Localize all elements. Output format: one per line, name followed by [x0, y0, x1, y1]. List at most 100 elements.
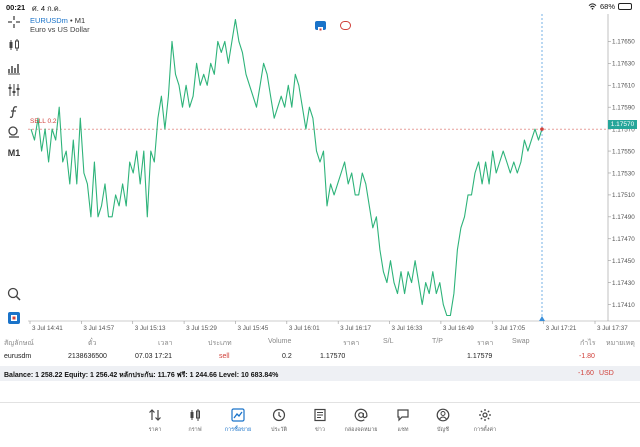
y-tick-label: 1.17470	[612, 236, 635, 243]
separator: •	[70, 16, 73, 25]
col-volume: Volume	[268, 338, 292, 345]
tab-mailbox[interactable]: กล่องจดหมาย	[341, 408, 381, 438]
x-tick-label: 3 Jul 15:45	[237, 325, 268, 332]
news-icon	[314, 408, 326, 422]
y-tick-label: 1.17510	[612, 192, 635, 199]
balance-summary: Balance: 1 258.22 Equity: 1 256.42 หลักป…	[4, 372, 279, 379]
table-header: สัญลักษณ์ ตั๋ว เวลา ประเภท Volume ราคา S…	[0, 336, 640, 348]
x-tick-label: 3 Jul 16:17	[340, 325, 371, 332]
x-tick-label: 3 Jul 17:37	[597, 325, 628, 332]
timeframe-label: M1	[7, 148, 21, 158]
zoom-icon[interactable]	[5, 286, 23, 302]
tab-account[interactable]: บัญชี	[423, 408, 463, 438]
status-bar: 00:21 ศ. 4 ก.ค. 68%	[0, 0, 640, 14]
wifi-icon	[588, 3, 597, 10]
position-time: 07.03 17:21	[135, 353, 172, 360]
x-tick-label: 3 Jul 16:33	[392, 325, 423, 332]
x-tick-label: 3 Jul 14:57	[83, 325, 114, 332]
chart-canvas[interactable]: 1.176501.176301.176101.175901.175701.175…	[28, 14, 640, 336]
position-volume: 0.2	[282, 353, 292, 360]
col-symbol: สัญลักษณ์	[4, 340, 34, 347]
candles-icon[interactable]	[5, 37, 23, 53]
battery-percent: 68%	[599, 2, 615, 11]
objects-icon[interactable]	[5, 124, 23, 140]
position-symbol: eurusdm	[4, 353, 32, 360]
history-icon	[272, 408, 286, 422]
y-tick-label: 1.17650	[612, 39, 635, 46]
trade-icon	[231, 408, 245, 422]
symbol-header: EURUSDm • M1	[30, 16, 85, 25]
sell-order-label: SELL 0.2	[30, 118, 57, 125]
table-row[interactable]: eurusdm 2138636500 07.03 17:21 sell 0.2 …	[0, 351, 640, 363]
tab-trade[interactable]: การซื้อขาย	[218, 408, 258, 438]
col-time: เวลา	[158, 340, 173, 347]
position-current-price: 1.17579	[467, 353, 493, 360]
position-type: sell	[219, 353, 230, 360]
position-ticket: 2138636500	[68, 353, 107, 360]
tab-label: แชท	[397, 427, 409, 433]
chat-icon	[397, 409, 409, 422]
y-tick-label: 1.17530	[612, 170, 635, 177]
x-tick-label: 3 Jul 15:29	[186, 325, 217, 332]
col-sl: S/L	[383, 338, 394, 345]
y-tick-label: 1.17430	[612, 280, 635, 287]
tab-label: กราฟ	[188, 427, 202, 433]
one-click-sell-button[interactable]	[340, 21, 351, 30]
balance-bar: Balance: 1 258.22 Equity: 1 256.42 หลักป…	[0, 366, 640, 381]
col-comment: หมายเหตุ	[606, 340, 635, 347]
status-time: 00:21	[6, 3, 26, 12]
tab-label: การซื้อขาย	[224, 427, 252, 433]
settings-sliders-icon[interactable]	[5, 82, 23, 98]
status-indicators: 68%	[588, 2, 632, 11]
y-tick-label: 1.17630	[612, 61, 635, 68]
total-profit: -1.60	[578, 370, 594, 377]
position-profit: -1.80	[579, 353, 595, 360]
tab-label: ข่าว	[315, 427, 325, 433]
tab-quotes[interactable]: ราคา	[135, 408, 175, 438]
tab-label: การตั้งค่า	[473, 427, 497, 433]
chart-icon	[190, 409, 200, 421]
status-date: ศ. 4 ก.ค.	[32, 4, 61, 13]
tab-label: บัญชี	[437, 427, 449, 433]
timeframe-button[interactable]: M1	[5, 145, 23, 161]
position-open-price: 1.17570	[320, 353, 346, 360]
price-line	[30, 18, 543, 317]
x-tick-label: 3 Jul 14:41	[32, 325, 63, 332]
tab-settings[interactable]: การตั้งค่า	[465, 408, 505, 438]
col-tp: T/P	[432, 338, 443, 345]
time-marker-arrow	[539, 316, 545, 321]
y-tick-label: 1.17410	[612, 302, 635, 309]
tab-label: ประวัติ	[270, 427, 288, 433]
tab-chat[interactable]: แชท	[383, 408, 423, 438]
settings-icon	[479, 409, 491, 421]
tab-label: กล่องจดหมาย	[344, 427, 378, 433]
x-tick-label: 3 Jul 16:49	[443, 325, 474, 332]
crosshair-icon[interactable]	[5, 14, 23, 30]
x-tick-label: 3 Jul 15:13	[135, 325, 166, 332]
symbol-name: EURUSDm	[30, 16, 68, 25]
col-type: ประเภท	[208, 340, 232, 347]
y-tick-label: 1.17590	[612, 104, 635, 111]
tab-label: ราคา	[148, 427, 162, 433]
current-price-tag: 1.17570	[608, 120, 637, 129]
indicators-icon[interactable]	[5, 60, 23, 76]
col-ticket: ตั๋ว	[88, 340, 97, 347]
symbol-description: Euro vs US Dollar	[30, 25, 90, 34]
col-price: ราคา	[343, 340, 360, 347]
col-current-price: ราคา	[477, 340, 494, 347]
y-tick-label: 1.17450	[612, 258, 635, 265]
tab-chart[interactable]: กราฟ	[175, 408, 215, 438]
tab-news[interactable]: ข่าว	[300, 408, 340, 438]
mailbox-icon	[354, 408, 368, 422]
x-tick-label: 3 Jul 17:21	[546, 325, 577, 332]
y-tick-label: 1.17570	[612, 126, 635, 133]
one-click-buy-button[interactable]	[315, 21, 326, 32]
sell-marker-dot	[540, 127, 544, 131]
price-chart[interactable]: 1.17650 1.17630 1.17610 1.17590 1.17570 1.175…	[28, 14, 640, 336]
x-tick-label: 3 Jul 16:01	[289, 325, 320, 332]
function-icon[interactable]	[5, 104, 23, 120]
bottom-tab-bar: ราคา กราฟ การซื้อขาย ประวัติ ข่าว กล่องจ…	[0, 402, 640, 447]
broker-logo-icon[interactable]	[5, 310, 23, 326]
tab-history[interactable]: ประวัติ	[259, 408, 299, 438]
account-currency: USD	[599, 370, 614, 377]
